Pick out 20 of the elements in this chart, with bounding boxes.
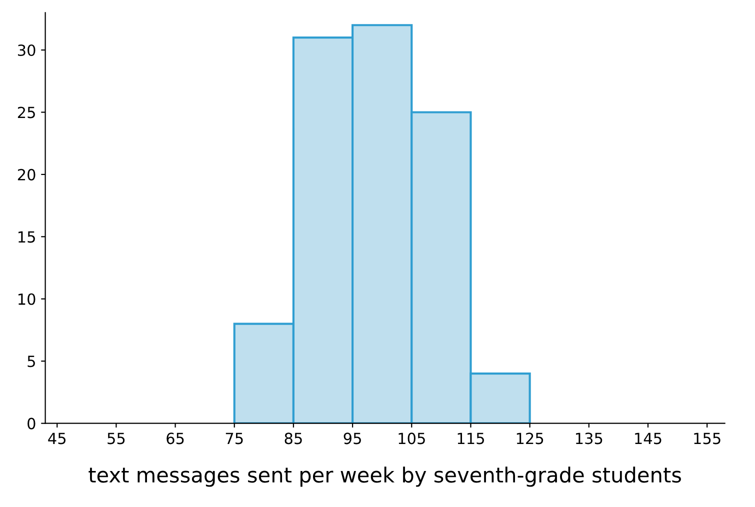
y-tick-label: 10 bbox=[18, 293, 36, 305]
x-tick-label: 95 bbox=[344, 432, 361, 444]
y-tick-label: 20 bbox=[18, 168, 36, 180]
y-tick-label: 0 bbox=[28, 418, 36, 430]
x-tick-label: 65 bbox=[166, 432, 184, 444]
y-tick-label: 25 bbox=[18, 106, 35, 118]
x-tick-label: 125 bbox=[516, 432, 544, 444]
y-tick-label: 5 bbox=[28, 356, 35, 368]
x-axis-title: text messages sent per week by seventh-grade students bbox=[88, 466, 681, 487]
x-tick-label: 145 bbox=[635, 432, 662, 444]
x-tick-label: 55 bbox=[108, 432, 125, 444]
x-tick-label: 85 bbox=[284, 432, 302, 444]
x-tick-label: 75 bbox=[226, 432, 243, 444]
y-tick-label: 15 bbox=[18, 231, 35, 243]
x-tick-label: 105 bbox=[398, 432, 425, 444]
y-tick-label: 30 bbox=[18, 44, 36, 56]
x-tick-label: 155 bbox=[694, 432, 720, 444]
x-tick-label: 135 bbox=[576, 432, 602, 444]
x-tick-label: 45 bbox=[48, 432, 66, 444]
x-tick-label: 115 bbox=[458, 432, 484, 444]
